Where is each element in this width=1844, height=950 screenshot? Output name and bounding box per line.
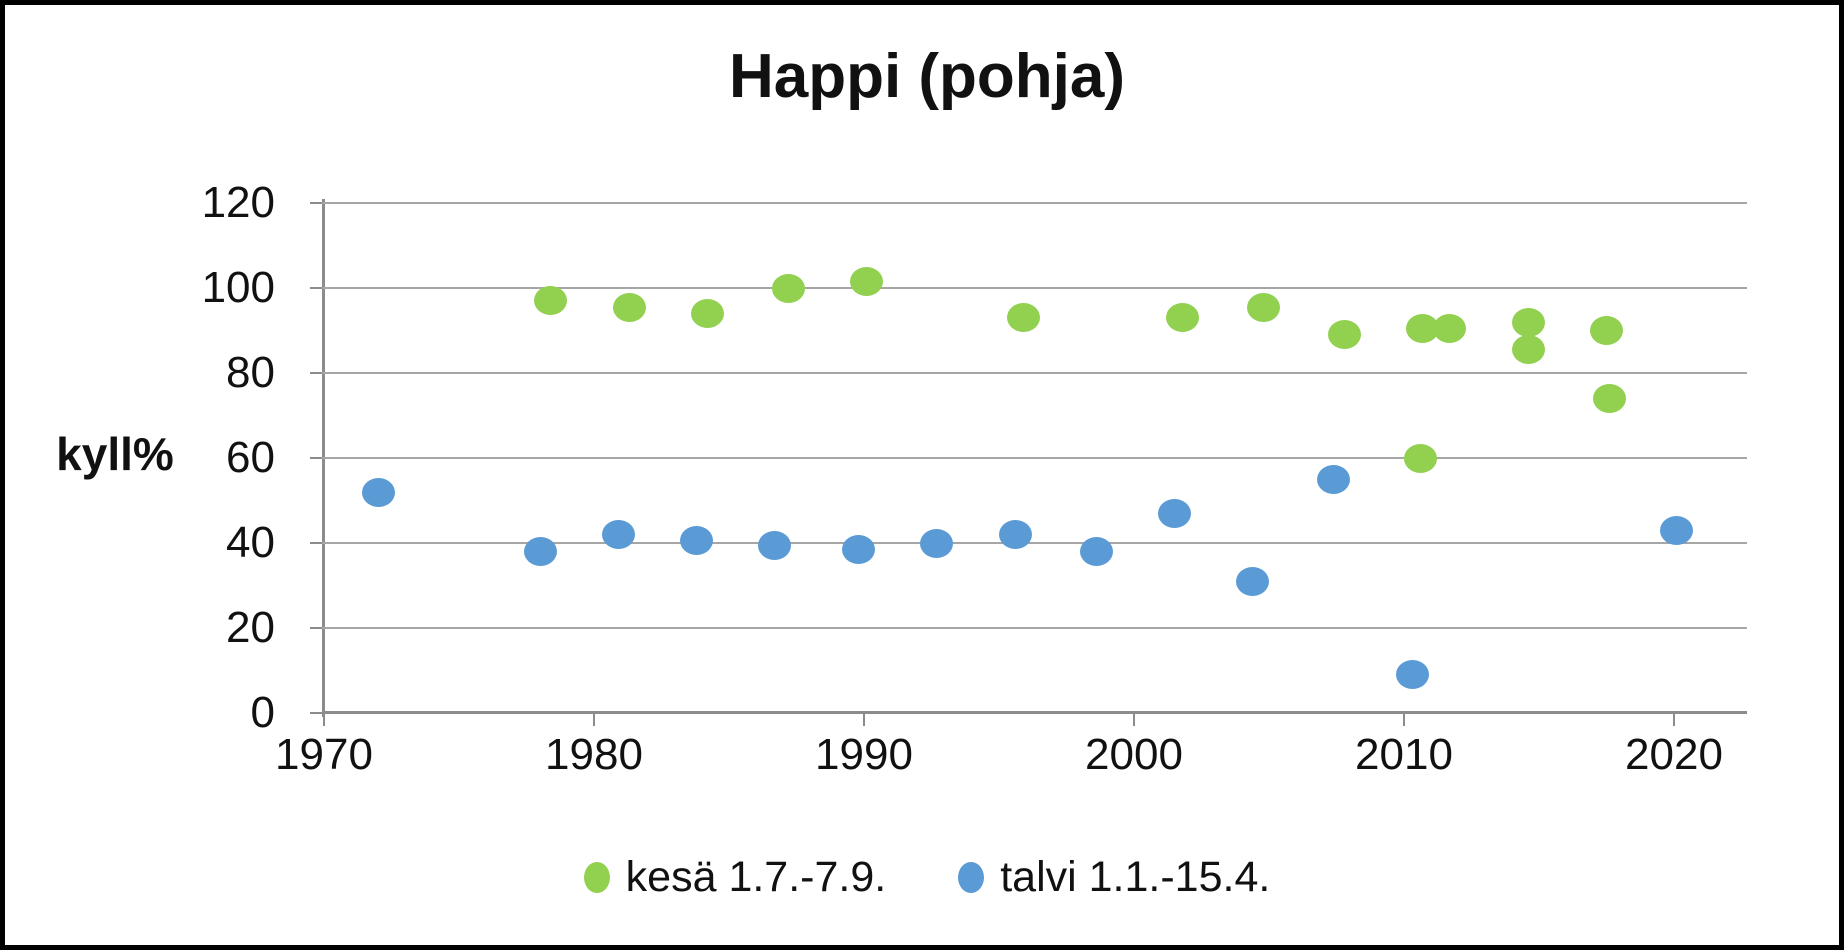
x-tick-label: 2010 — [1355, 730, 1453, 779]
x-tick-mark — [863, 714, 865, 726]
y-tick-label: 120 — [201, 178, 275, 227]
plot-area — [310, 199, 1747, 726]
talvi-series-marker-icon — [958, 862, 985, 893]
x-tick-mark — [593, 714, 595, 726]
y-tick-label: 40 — [226, 518, 275, 567]
y-gridline — [322, 287, 1747, 289]
x-tick-label: 2000 — [1085, 730, 1183, 779]
legend: kesä 1.7.-7.9. talvi 1.1.-15.4. — [5, 853, 1839, 902]
data-point-talvi — [758, 530, 792, 560]
data-point-kesa — [1403, 443, 1437, 473]
y-axis-title: kyll% — [56, 428, 174, 480]
data-point-talvi — [920, 528, 954, 558]
y-tick-mark — [310, 627, 322, 629]
data-point-kesa — [612, 292, 646, 322]
chart-title: Happi (pohja) — [728, 42, 1126, 111]
data-point-talvi — [523, 537, 557, 566]
data-point-kesa — [690, 299, 724, 328]
legend-label-kesa: kesä 1.7.-7.9. — [625, 853, 887, 901]
x-axis-line — [322, 711, 1747, 714]
y-tick-mark — [310, 202, 322, 204]
data-point-kesa — [534, 286, 568, 316]
y-tick-label: 100 — [201, 263, 275, 312]
data-point-talvi — [1660, 515, 1694, 545]
x-tick-mark — [323, 714, 325, 726]
data-point-kesa — [1328, 320, 1362, 350]
data-point-talvi — [1395, 660, 1429, 690]
data-point-kesa — [1592, 384, 1626, 413]
legend-item-talvi: talvi 1.1.-15.4. — [958, 853, 1270, 902]
data-point-talvi — [842, 534, 876, 564]
data-point-talvi — [1317, 464, 1351, 494]
data-point-kesa — [771, 273, 805, 303]
legend-label-talvi: talvi 1.1.-15.4. — [1000, 853, 1271, 901]
data-point-talvi — [1236, 566, 1270, 596]
x-tick-label: 2020 — [1625, 730, 1723, 779]
data-point-kesa — [1433, 313, 1467, 343]
y-tick-mark — [310, 457, 322, 459]
y-tick-mark — [310, 372, 322, 374]
y-gridline — [322, 202, 1747, 204]
data-point-kesa — [1590, 316, 1623, 345]
x-tick-mark — [1673, 714, 1675, 726]
y-tick-label: 20 — [226, 603, 275, 652]
data-point-kesa — [1511, 307, 1545, 337]
x-tick-mark — [1403, 714, 1405, 726]
y-tick-label: 0 — [250, 688, 275, 737]
kesa-series-marker-icon — [583, 862, 610, 893]
y-tick-mark — [310, 712, 322, 714]
data-point-kesa — [850, 267, 884, 297]
data-point-kesa — [1247, 292, 1281, 322]
y-gridline — [322, 372, 1747, 374]
data-point-talvi — [601, 520, 635, 549]
data-point-kesa — [1006, 303, 1040, 333]
data-point-talvi — [1158, 498, 1191, 528]
x-tick-mark — [1133, 714, 1135, 726]
y-tick-mark — [310, 542, 322, 544]
y-gridline — [322, 457, 1747, 459]
data-point-talvi — [361, 477, 395, 507]
x-tick-label: 1970 — [275, 730, 373, 779]
data-point-talvi — [680, 526, 714, 556]
data-point-kesa — [1166, 303, 1200, 333]
data-point-talvi — [1079, 537, 1113, 566]
y-gridline — [322, 542, 1747, 544]
y-tick-label: 80 — [226, 348, 275, 397]
legend-item-kesa: kesä 1.7.-7.9. — [583, 853, 887, 902]
data-point-kesa — [1511, 335, 1545, 365]
y-tick-label: 60 — [226, 433, 275, 482]
y-gridline — [322, 627, 1747, 629]
data-point-talvi — [998, 520, 1032, 549]
x-tick-label: 1990 — [815, 730, 913, 779]
y-tick-mark — [310, 287, 322, 289]
x-tick-label: 1980 — [545, 730, 643, 779]
